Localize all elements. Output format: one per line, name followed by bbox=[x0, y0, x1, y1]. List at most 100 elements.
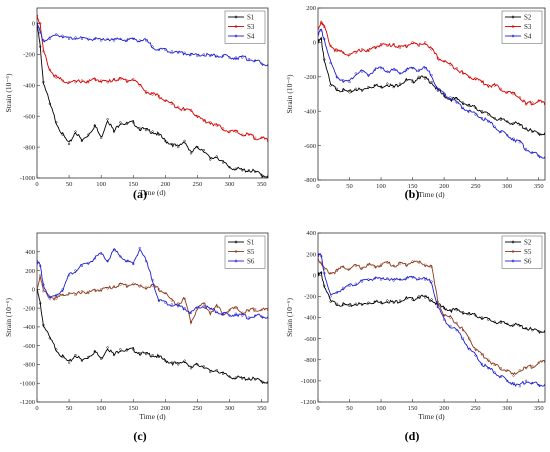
data-point bbox=[67, 142, 71, 146]
data-point bbox=[202, 53, 205, 56]
data-point bbox=[342, 286, 345, 290]
data-point bbox=[367, 73, 370, 77]
y-tick-label: -200 bbox=[304, 74, 316, 81]
data-point bbox=[157, 288, 161, 291]
data-point bbox=[119, 121, 122, 124]
legend-label-s4: S4 bbox=[524, 32, 532, 40]
data-point bbox=[512, 381, 515, 385]
data-point bbox=[386, 70, 389, 73]
data-point bbox=[348, 91, 351, 94]
data-point bbox=[480, 316, 484, 319]
legend-label-s4: S4 bbox=[247, 32, 255, 40]
data-point bbox=[100, 79, 103, 82]
data-point bbox=[323, 25, 326, 29]
panel-caption: (c) bbox=[133, 429, 146, 443]
legend-box bbox=[224, 235, 266, 269]
data-point bbox=[74, 353, 77, 357]
y-axis-label: Strain (10⁻⁶) bbox=[4, 298, 13, 337]
data-point bbox=[360, 266, 364, 270]
data-point bbox=[411, 298, 414, 301]
data-point bbox=[320, 37, 323, 41]
data-point bbox=[74, 36, 77, 39]
data-point bbox=[170, 299, 173, 302]
data-point bbox=[480, 80, 484, 84]
data-point bbox=[512, 122, 515, 125]
data-point bbox=[537, 99, 540, 103]
data-point bbox=[461, 72, 465, 75]
data-point bbox=[266, 175, 268, 178]
legend-marker bbox=[511, 15, 515, 19]
data-point bbox=[80, 79, 84, 82]
data-point bbox=[228, 130, 231, 133]
data-point bbox=[215, 305, 218, 308]
data-point bbox=[100, 288, 103, 291]
data-point bbox=[196, 363, 199, 366]
data-point bbox=[499, 130, 503, 133]
data-point bbox=[100, 136, 103, 139]
data-point bbox=[367, 263, 370, 266]
data-point bbox=[373, 46, 376, 49]
data-point bbox=[138, 352, 141, 355]
data-point bbox=[379, 301, 383, 304]
legend-marker bbox=[234, 25, 238, 28]
data-point bbox=[379, 42, 383, 46]
y-tick-label: -800 bbox=[304, 357, 316, 364]
data-point bbox=[379, 278, 383, 281]
data-point bbox=[106, 346, 109, 349]
data-point bbox=[329, 300, 332, 303]
data-point bbox=[531, 329, 534, 332]
data-point bbox=[398, 82, 402, 85]
data-point bbox=[461, 337, 465, 340]
data-point bbox=[55, 121, 58, 124]
legend-label-s3: S3 bbox=[524, 23, 532, 31]
data-point bbox=[48, 102, 51, 105]
data-point bbox=[183, 306, 186, 310]
legend-box bbox=[501, 10, 543, 44]
data-point bbox=[480, 362, 484, 366]
data-point bbox=[518, 385, 521, 388]
data-point bbox=[87, 355, 90, 359]
y-tick-label: 0 bbox=[313, 272, 316, 279]
data-point bbox=[196, 115, 199, 118]
data-point bbox=[392, 42, 395, 46]
data-point bbox=[266, 316, 268, 319]
data-point bbox=[42, 283, 45, 286]
data-point bbox=[247, 309, 250, 313]
legend-marker bbox=[234, 240, 238, 244]
data-point bbox=[189, 311, 193, 314]
y-tick-label: 400 bbox=[306, 230, 316, 237]
data-point bbox=[74, 81, 77, 84]
data-point bbox=[209, 158, 212, 161]
x-tick-label: 50 bbox=[346, 405, 353, 412]
data-point bbox=[93, 257, 96, 260]
panel-caption: (d) bbox=[405, 429, 420, 443]
data-point bbox=[209, 121, 212, 124]
panel-b: 0 50 100 150 200 250 300 350 200 0 -200 -400 -600 -80… bbox=[285, 5, 546, 201]
data-point bbox=[360, 70, 364, 73]
x-tick-label: 200 bbox=[160, 405, 170, 412]
data-point bbox=[234, 167, 238, 170]
data-point bbox=[189, 367, 193, 370]
data-point bbox=[61, 133, 64, 136]
data-point bbox=[37, 288, 39, 291]
data-point bbox=[354, 302, 357, 305]
data-point bbox=[177, 302, 180, 305]
data-point bbox=[373, 277, 376, 280]
x-tick-label: 100 bbox=[376, 183, 386, 190]
data-point bbox=[318, 258, 320, 261]
x-tick-label: 250 bbox=[193, 181, 203, 188]
data-point bbox=[221, 312, 225, 315]
data-point bbox=[430, 265, 433, 268]
x-tick-label: 100 bbox=[96, 181, 106, 188]
y-axis-label: Strain (10⁻⁶) bbox=[285, 298, 294, 337]
data-point bbox=[506, 134, 509, 137]
data-point bbox=[318, 27, 320, 30]
data-point bbox=[318, 274, 320, 277]
data-point bbox=[112, 39, 116, 42]
data-point bbox=[228, 308, 231, 312]
data-point bbox=[398, 278, 402, 281]
data-point bbox=[48, 337, 51, 340]
